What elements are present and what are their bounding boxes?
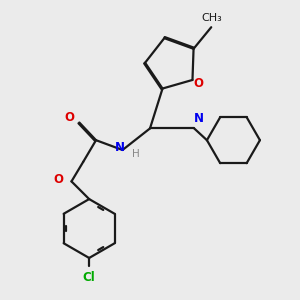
Text: O: O [64,111,74,124]
Text: H: H [132,149,140,159]
Text: Cl: Cl [83,271,95,284]
Text: N: N [194,112,204,125]
Text: O: O [194,77,203,90]
Text: CH₃: CH₃ [202,14,223,23]
Text: O: O [54,173,64,186]
Text: N: N [115,141,124,154]
